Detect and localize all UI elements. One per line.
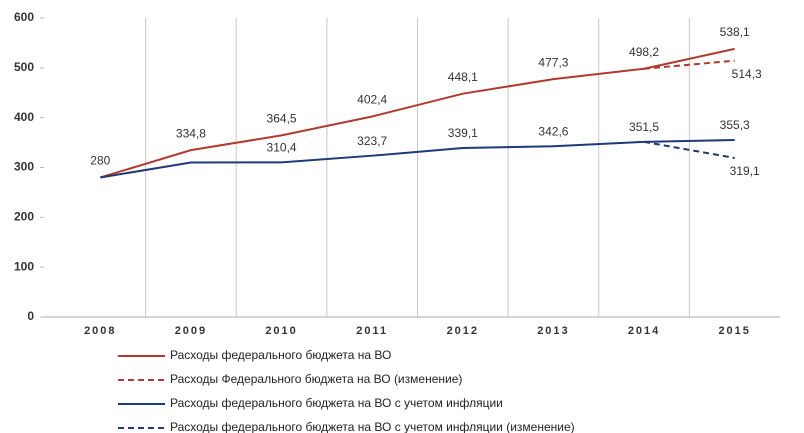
line-series: [100, 138, 735, 179]
x-tick-label: 2012: [447, 325, 479, 337]
x-tick-label: 2013: [537, 325, 569, 337]
legend-label: Расходы Федерального бюджета на ВО (изме…: [170, 372, 462, 386]
data-label: 334,8: [176, 126, 206, 140]
y-tick-label: 400: [14, 110, 34, 124]
data-label: 323,7: [357, 134, 387, 148]
x-tick-label: 2010: [265, 325, 297, 337]
legend-label: Расходы федерального бюджета на ВО с уче…: [170, 396, 503, 410]
data-label: 339,1: [448, 126, 478, 140]
line-series: [643, 140, 735, 159]
line-series: [100, 47, 735, 179]
data-label: 351,5: [629, 120, 659, 134]
y-tick-label: 0: [27, 309, 34, 323]
data-label: 514,3: [732, 67, 762, 81]
y-tick-label: 100: [14, 259, 34, 273]
x-tick-label: 2009: [175, 325, 207, 337]
data-label: 477,3: [538, 55, 568, 69]
line-series: [643, 59, 735, 70]
y-tick-label: 300: [14, 160, 34, 174]
x-tick-label: 2014: [628, 325, 660, 337]
x-tick-label: 2008: [84, 325, 116, 337]
data-label: 538,1: [720, 25, 750, 39]
x-tick-label: 2015: [718, 325, 750, 337]
y-tick-label: 200: [14, 210, 34, 224]
data-label: 498,2: [629, 45, 659, 59]
data-label: 342,6: [538, 124, 568, 138]
data-label: 310,4: [267, 140, 297, 154]
y-tick-label: 500: [14, 60, 34, 74]
data-label: 402,4: [357, 93, 387, 107]
y-tick-label: 600: [14, 10, 34, 24]
data-label: 355,3: [720, 118, 750, 132]
legend-label: Расходы федерального бюджета на ВО: [170, 348, 391, 362]
legend-label: Расходы федерального бюджета на ВО с уче…: [170, 420, 575, 433]
data-label: 319,1: [730, 164, 760, 178]
data-label: 280: [90, 154, 110, 168]
x-tick-label: 2011: [356, 325, 388, 337]
data-label: 364,5: [267, 112, 297, 126]
data-label: 448,1: [448, 70, 478, 84]
